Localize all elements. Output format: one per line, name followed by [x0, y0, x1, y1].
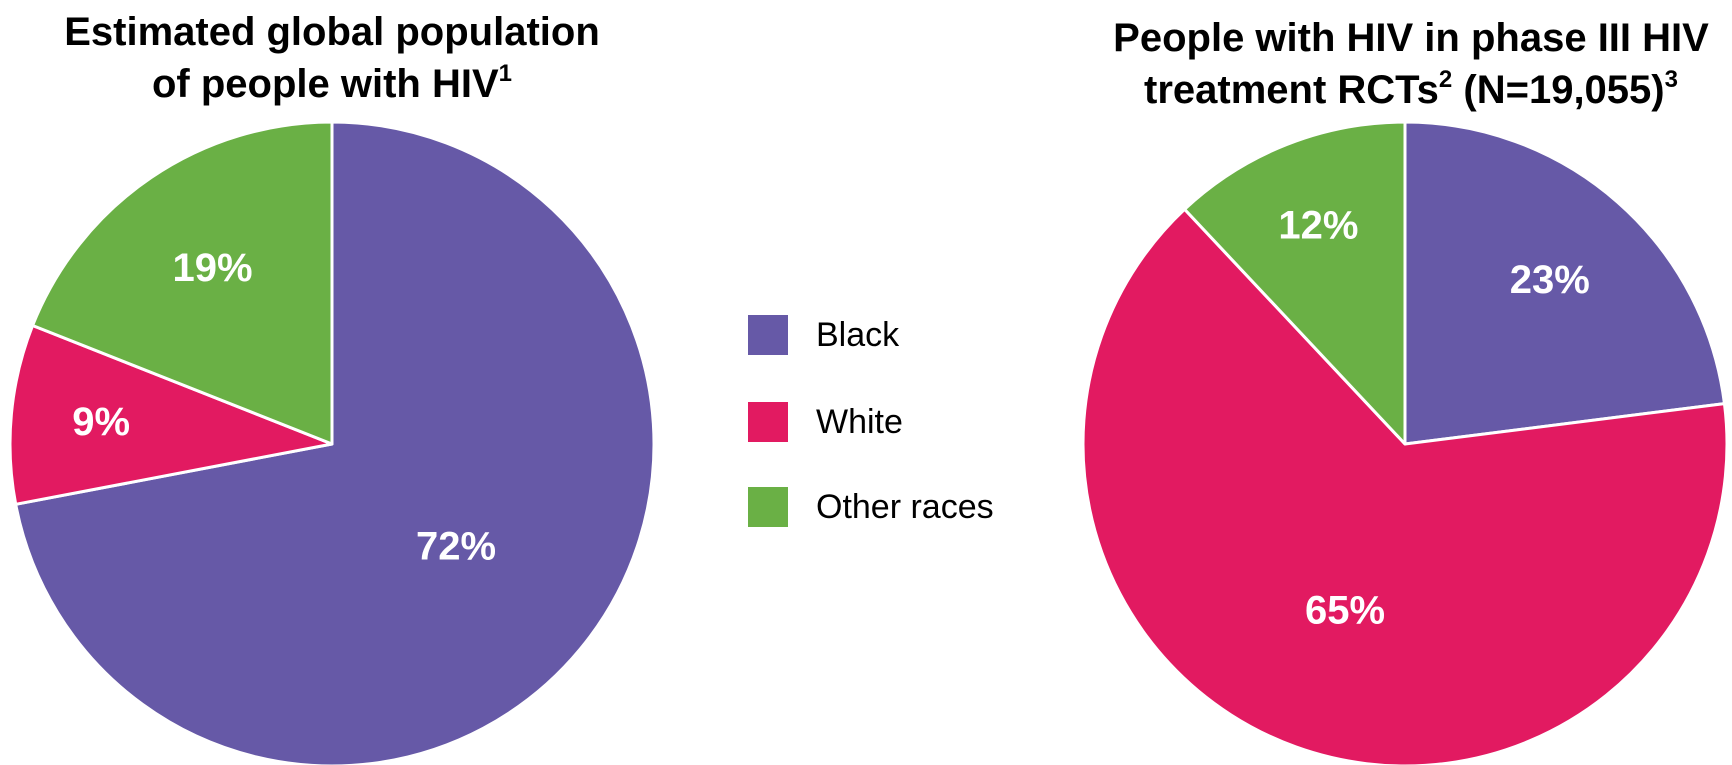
right-label-black: 23%	[1510, 258, 1590, 302]
right-title-footnote-a: 2	[1438, 66, 1453, 93]
legend-label-black: Black	[816, 316, 900, 354]
right-label-other-races: 12%	[1278, 203, 1358, 247]
left-title-line2: of people with HIV	[151, 62, 499, 106]
left-title-footnote: 1	[498, 60, 513, 87]
left-title-line1: Estimated global population	[64, 10, 600, 54]
right-title-line1: People with HIV in phase III HIV	[1113, 16, 1709, 60]
left-label-white: 9%	[72, 400, 130, 444]
right-slice-white	[1081, 207, 1729, 765]
right-title-footnote-b: 3	[1664, 66, 1678, 93]
legend-label-white: White	[816, 403, 903, 441]
right-title-line2b: (N=19,055)	[1452, 68, 1665, 112]
left-slice-white	[8, 323, 334, 506]
legend-swatch-other	[748, 487, 788, 527]
right-pie: 23% 65% 12%	[1081, 120, 1729, 765]
right-title-line2a: treatment RCTs	[1144, 68, 1439, 112]
right-slice-other-races	[1183, 120, 1407, 446]
left-slice-black	[14, 120, 656, 765]
right-slice-black	[1403, 120, 1726, 446]
left-slice-other-races	[31, 120, 334, 446]
left-pie: 72% 9% 19%	[8, 120, 656, 765]
left-label-black: 72%	[416, 525, 496, 569]
legend-swatch-white	[748, 402, 788, 442]
right-label-white: 65%	[1305, 589, 1385, 633]
legend-label-other: Other races	[816, 488, 994, 526]
left-label-other-races: 19%	[173, 246, 253, 290]
right-chart-title: People with HIV in phase III HIV treatme…	[1090, 12, 1732, 116]
left-chart-title: Estimated global population of people wi…	[0, 6, 664, 110]
legend-swatch-black	[748, 315, 788, 355]
